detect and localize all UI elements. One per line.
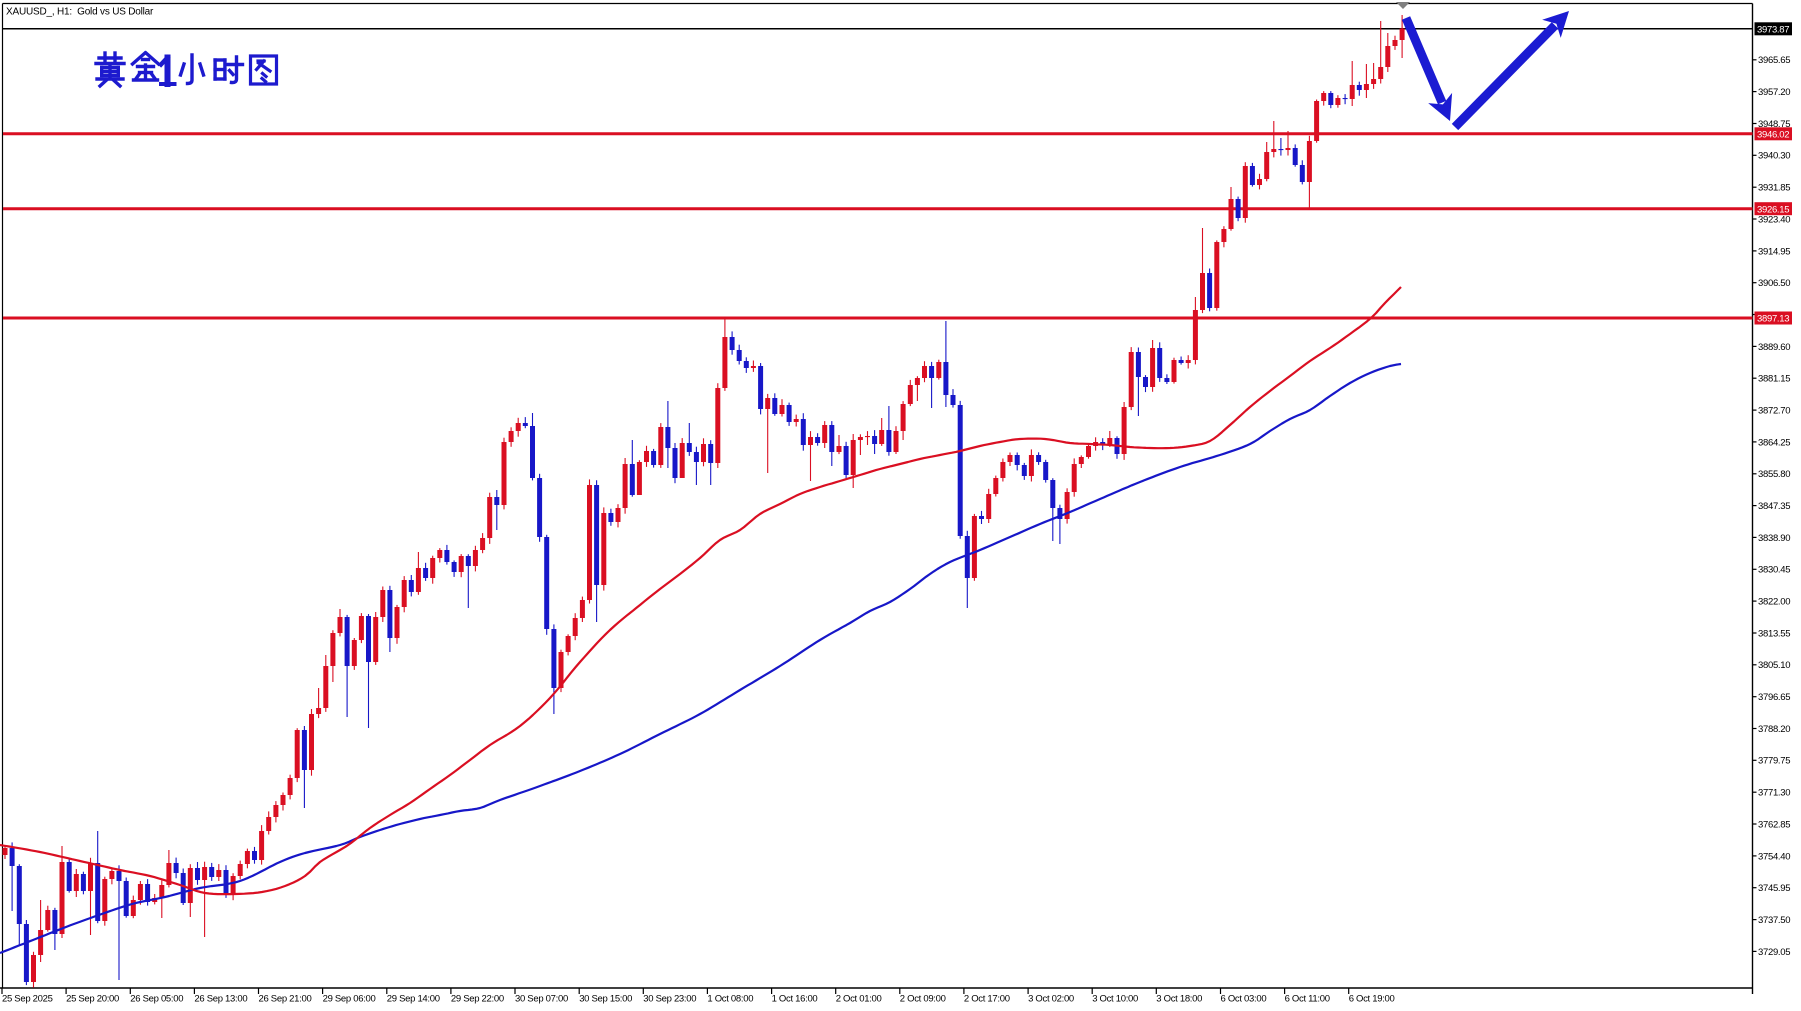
svg-text:3779.75: 3779.75 <box>1758 756 1790 767</box>
svg-text:6 Oct 11:00: 6 Oct 11:00 <box>1285 994 1330 1005</box>
svg-text:3813.55: 3813.55 <box>1758 628 1790 639</box>
svg-text:3881.15: 3881.15 <box>1758 374 1790 385</box>
svg-text:3822.00: 3822.00 <box>1758 597 1790 608</box>
svg-text:29 Sep 14:00: 29 Sep 14:00 <box>387 994 440 1005</box>
svg-text:3762.85: 3762.85 <box>1758 819 1790 830</box>
svg-text:3754.40: 3754.40 <box>1758 851 1790 862</box>
svg-text:26 Sep 05:00: 26 Sep 05:00 <box>130 994 183 1005</box>
svg-text:6 Oct 19:00: 6 Oct 19:00 <box>1349 994 1395 1005</box>
svg-text:3 Oct 10:00: 3 Oct 10:00 <box>1092 994 1138 1005</box>
svg-text:3906.50: 3906.50 <box>1758 278 1790 289</box>
svg-text:3737.50: 3737.50 <box>1758 915 1790 926</box>
svg-text:3 Oct 18:00: 3 Oct 18:00 <box>1156 994 1202 1005</box>
svg-text:1 Oct 16:00: 1 Oct 16:00 <box>772 994 818 1005</box>
svg-text:26 Sep 13:00: 26 Sep 13:00 <box>194 994 247 1005</box>
svg-text:3948.75: 3948.75 <box>1758 119 1790 130</box>
svg-text:3729.05: 3729.05 <box>1758 947 1790 958</box>
svg-text:3855.80: 3855.80 <box>1758 469 1790 480</box>
svg-text:3838.90: 3838.90 <box>1758 533 1790 544</box>
svg-text:3946.02: 3946.02 <box>1757 129 1789 140</box>
svg-text:3914.95: 3914.95 <box>1758 246 1790 257</box>
svg-text:3973.87: 3973.87 <box>1757 24 1789 35</box>
svg-text:3926.15: 3926.15 <box>1757 204 1789 215</box>
svg-text:1 Oct 08:00: 1 Oct 08:00 <box>707 994 753 1005</box>
svg-text:25 Sep 2025: 25 Sep 2025 <box>2 994 53 1005</box>
svg-text:3847.35: 3847.35 <box>1758 501 1790 512</box>
svg-text:3940.30: 3940.30 <box>1758 151 1790 162</box>
svg-text:3830.45: 3830.45 <box>1758 565 1790 576</box>
svg-text:30 Sep 15:00: 30 Sep 15:00 <box>579 994 632 1005</box>
svg-text:3 Oct 02:00: 3 Oct 02:00 <box>1028 994 1074 1005</box>
svg-text:3889.60: 3889.60 <box>1758 342 1790 353</box>
svg-text:3864.25: 3864.25 <box>1758 437 1790 448</box>
svg-text:26 Sep 21:00: 26 Sep 21:00 <box>259 994 312 1005</box>
svg-text:6 Oct 03:00: 6 Oct 03:00 <box>1221 994 1267 1005</box>
svg-text:25 Sep 20:00: 25 Sep 20:00 <box>66 994 119 1005</box>
svg-text:3965.65: 3965.65 <box>1758 55 1790 66</box>
svg-text:2 Oct 09:00: 2 Oct 09:00 <box>900 994 946 1005</box>
svg-text:3923.40: 3923.40 <box>1758 214 1790 225</box>
svg-text:30 Sep 07:00: 30 Sep 07:00 <box>515 994 568 1005</box>
svg-text:3805.10: 3805.10 <box>1758 660 1790 671</box>
svg-text:3957.20: 3957.20 <box>1758 87 1790 98</box>
svg-text:30 Sep 23:00: 30 Sep 23:00 <box>643 994 696 1005</box>
svg-text:29 Sep 06:00: 29 Sep 06:00 <box>323 994 376 1005</box>
svg-text:3796.65: 3796.65 <box>1758 692 1790 703</box>
svg-text:3931.85: 3931.85 <box>1758 183 1790 194</box>
svg-text:3897.13: 3897.13 <box>1757 314 1789 325</box>
svg-text:29 Sep 22:00: 29 Sep 22:00 <box>451 994 504 1005</box>
svg-text:3745.95: 3745.95 <box>1758 883 1790 894</box>
svg-text:3788.20: 3788.20 <box>1758 724 1790 735</box>
svg-text:2 Oct 17:00: 2 Oct 17:00 <box>964 994 1010 1005</box>
svg-text:XAUUSD_, H1: Gold vs US Dolla: XAUUSD_, H1: Gold vs US Dollar <box>6 7 154 18</box>
svg-text:3771.30: 3771.30 <box>1758 788 1790 799</box>
svg-text:2 Oct 01:00: 2 Oct 01:00 <box>836 994 882 1005</box>
svg-text:3872.70: 3872.70 <box>1758 406 1790 417</box>
